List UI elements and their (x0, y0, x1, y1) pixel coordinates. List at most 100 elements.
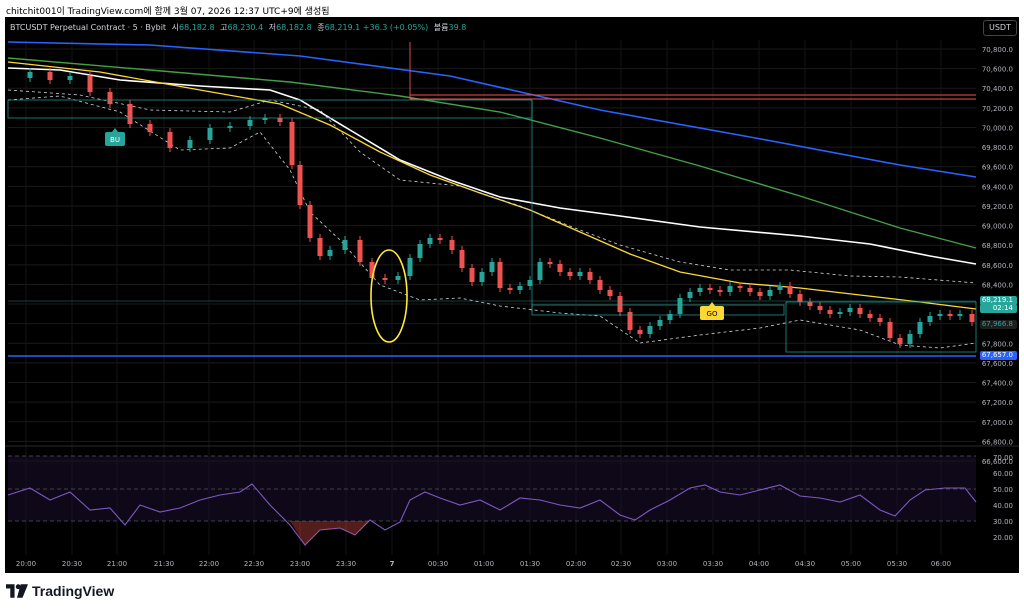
candle-body (277, 118, 283, 122)
candle-body (489, 262, 495, 272)
rsi-line (7, 483, 977, 546)
candle-body (857, 308, 863, 314)
time-tick-label: 23:30 (336, 560, 356, 568)
time-tick-label: 02:00 (566, 560, 586, 568)
candle-body (707, 288, 713, 290)
band-price-label: 67,966.8 (982, 320, 1013, 328)
candle-body (427, 238, 433, 244)
candle-body (957, 314, 963, 316)
candle-body (297, 165, 303, 205)
support-price-label: 67,657.0 (982, 351, 1013, 359)
countdown-label-bg (980, 304, 1017, 313)
time-tick-label: 04:30 (795, 560, 815, 568)
candle-body (167, 132, 173, 148)
candle-body (307, 205, 313, 238)
candle-body (577, 272, 583, 276)
time-tick-label: 06:00 (931, 560, 951, 568)
candle-body (847, 308, 853, 312)
time-tick-label: 00:30 (428, 560, 448, 568)
price-tick-label: 69,600.0 (982, 164, 1013, 172)
candle-body (369, 262, 375, 278)
candle-body (342, 240, 348, 250)
time-tick-label: 23:00 (290, 560, 310, 568)
go-signal-label: GO (707, 310, 718, 318)
price-tick-label: 67,800.0 (982, 340, 1013, 348)
candle-body (677, 298, 683, 314)
rsi-tick-label: 70.00 (993, 454, 1013, 462)
candle-body (837, 312, 843, 314)
price-tick-label: 70,800.0 (982, 46, 1013, 54)
price-tick-label: 66,600.0 (982, 458, 1013, 466)
candle-body (417, 244, 423, 258)
price-tick-label: 66,800.0 (982, 438, 1013, 446)
brand-name: TradingView (32, 583, 115, 599)
time-tick-label: 20:00 (16, 560, 36, 568)
ema-yellow-line (7, 61, 977, 310)
go-signal-arrow (709, 302, 715, 306)
rsi-tick-label: 50.00 (993, 486, 1013, 494)
high-value: 68,230.4 (227, 23, 264, 32)
candle-body (687, 292, 693, 298)
time-tick-label: 04:00 (749, 560, 769, 568)
upper-band-line (7, 89, 977, 284)
candle-body (737, 286, 743, 288)
candle-body (262, 118, 268, 120)
band-price-label-bg (980, 320, 1017, 329)
overlays: BU GO (7, 42, 977, 357)
price-tick-label: 70,000.0 (982, 124, 1013, 132)
price-tick-label: 69,400.0 (982, 183, 1013, 191)
chart-caption: chitchit001이 TradingView.com에 함께 3월 07, … (6, 7, 330, 17)
tradingview-logo-icon (6, 584, 28, 598)
time-tick-label: 01:30 (520, 560, 540, 568)
time-tick-label: 05:00 (841, 560, 861, 568)
candle-body (587, 272, 593, 280)
change-value: +36.3 (+0.05%) (362, 23, 429, 32)
last-price-label: 68,219.1 (982, 296, 1013, 304)
tradingview-brand[interactable]: TradingView (6, 580, 114, 602)
candle-body (449, 240, 455, 250)
time-tick-label: 7 (390, 560, 395, 568)
rsi-oversold-fill (290, 521, 370, 545)
ema-white-line (7, 67, 977, 265)
candle-body (127, 104, 133, 124)
candle-body (395, 276, 401, 280)
candle-body (797, 294, 803, 302)
candle-body (877, 318, 883, 322)
candle-body (607, 290, 613, 296)
price-tick-label: 68,800.0 (982, 242, 1013, 250)
buy-signal-box (105, 132, 125, 146)
high-label: 고 (220, 23, 228, 32)
candle-body (27, 72, 33, 78)
candle-body (747, 288, 753, 292)
rsi-tick-label: 40.00 (993, 502, 1013, 510)
candle-body (927, 316, 933, 322)
countdown-label: 02:14 (993, 304, 1014, 312)
candle-body (717, 290, 723, 292)
candle-body (617, 296, 623, 312)
rsi-tick-label: 30.00 (993, 518, 1013, 526)
currency-button[interactable]: USDT (983, 20, 1017, 36)
candle-body (459, 250, 465, 268)
candle-body (637, 330, 643, 334)
price-tick-label: 68,400.0 (982, 281, 1013, 289)
candle-body (807, 302, 813, 306)
candle-body (897, 338, 903, 344)
session-box-3 (785, 301, 977, 353)
candle-body (827, 310, 833, 314)
candle-body (327, 250, 333, 256)
candle-body (479, 272, 485, 282)
rsi-pane (7, 455, 977, 546)
time-tick-label: 21:30 (154, 560, 174, 568)
price-tick-label: 70,400.0 (982, 85, 1013, 93)
time-tick-label: 22:30 (244, 560, 264, 568)
volume-value: 39.8 (448, 23, 467, 32)
candle-body (969, 314, 975, 322)
candle-body (777, 286, 783, 290)
indicator-lines (7, 41, 977, 349)
rsi-tick-label: 60.00 (993, 470, 1013, 478)
symbol-title[interactable]: BTCUSDT Perpetual Contract · 5 · Bybit (10, 23, 167, 32)
open-value: 68,182.8 (178, 23, 215, 32)
candle-body (727, 286, 733, 292)
price-tick-label: 69,800.0 (982, 144, 1013, 152)
